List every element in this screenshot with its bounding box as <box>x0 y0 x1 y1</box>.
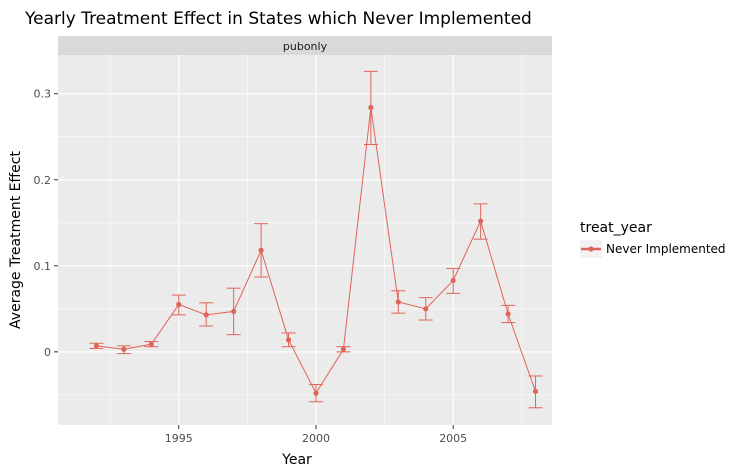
data-point <box>478 218 484 224</box>
data-point <box>313 390 319 396</box>
data-point <box>505 311 511 317</box>
legend-key-point <box>588 246 594 252</box>
x-axis: 1995 2000 2005 <box>165 425 467 445</box>
facet-label: pubonly <box>283 40 328 53</box>
plot-panel <box>58 55 552 425</box>
data-point <box>93 343 100 349</box>
data-point <box>121 346 127 352</box>
data-point <box>368 104 374 111</box>
data-point <box>258 247 264 253</box>
data-point <box>395 299 401 305</box>
data-point <box>148 341 154 347</box>
facet-strip <box>58 36 552 55</box>
data-point <box>231 308 237 315</box>
data-point <box>285 337 292 343</box>
legend-label: Never Implemented <box>606 242 726 256</box>
x-tick-label: 1995 <box>165 432 193 445</box>
y-tick-label: 0.1 <box>34 260 52 273</box>
legend-title: treat_year <box>580 220 652 236</box>
data-point <box>450 277 456 284</box>
y-axis-title: Average Treatment Effect <box>8 151 24 329</box>
chart-title: Yearly Treatment Effect in States which … <box>24 9 532 29</box>
x-tick-label: 2000 <box>302 432 330 445</box>
legend: treat_year Never Implemented <box>580 220 726 258</box>
y-tick-label: 0.3 <box>34 88 52 101</box>
series-layer <box>89 70 543 409</box>
grid-minor <box>58 55 552 425</box>
data-point <box>532 388 539 395</box>
y-tick-label: 0 <box>44 346 51 359</box>
y-tick-label: 0.2 <box>34 174 52 187</box>
x-tick-label: 2005 <box>439 432 467 445</box>
data-point <box>176 301 182 308</box>
x-axis-title: Year <box>281 452 312 468</box>
grid-major <box>58 55 552 425</box>
y-axis: 0 0.1 0.2 0.3 <box>34 88 58 359</box>
data-point <box>423 306 429 312</box>
data-point <box>340 346 347 352</box>
data-point <box>203 312 209 318</box>
